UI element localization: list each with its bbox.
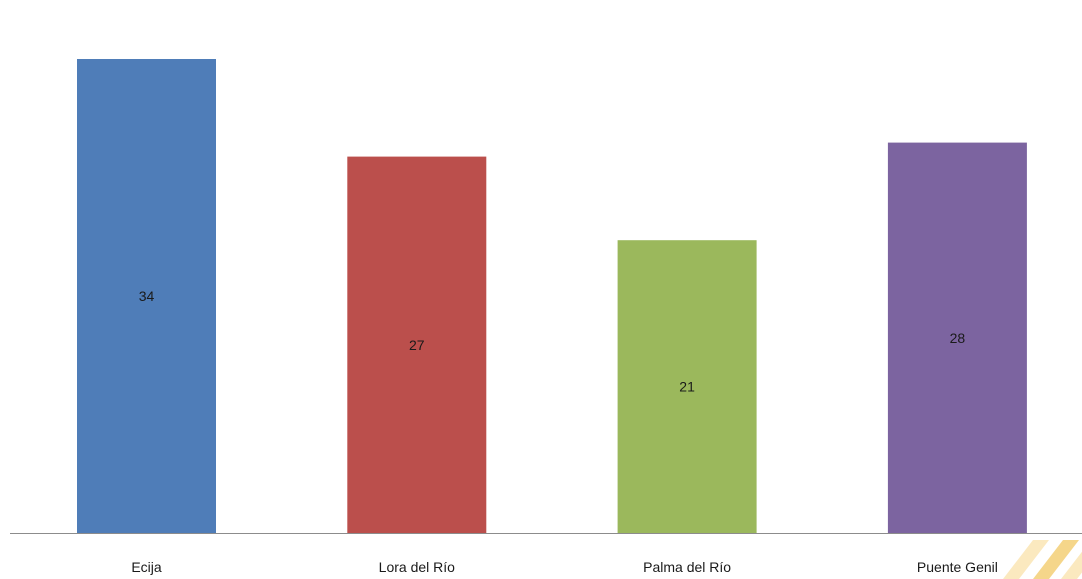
bar-palma-del-r-o bbox=[617, 240, 757, 533]
bar-ecija bbox=[77, 59, 216, 533]
category-label: Palma del Río bbox=[643, 559, 731, 575]
category-label: Ecija bbox=[131, 559, 162, 575]
category-labels-group: Ecija Lora del Río Palma del Río Puente Gen… bbox=[131, 559, 998, 575]
bar-lora-del-r-o bbox=[347, 156, 487, 533]
bars-group bbox=[77, 59, 1027, 533]
watermark-logo bbox=[1003, 540, 1082, 579]
category-label: Puente Genil bbox=[917, 559, 998, 575]
watermark-stripe bbox=[1003, 540, 1049, 579]
bar-puente-genil bbox=[887, 142, 1027, 533]
watermark-stripe bbox=[1061, 551, 1082, 579]
data-label: 34 bbox=[139, 288, 155, 304]
data-label: 28 bbox=[950, 330, 966, 346]
value-labels-group: 34 27 21 28 bbox=[139, 288, 966, 395]
watermark-stripe bbox=[1033, 540, 1079, 579]
data-label: 27 bbox=[409, 337, 425, 353]
data-label: 21 bbox=[679, 379, 695, 395]
category-label: Lora del Río bbox=[379, 559, 455, 575]
